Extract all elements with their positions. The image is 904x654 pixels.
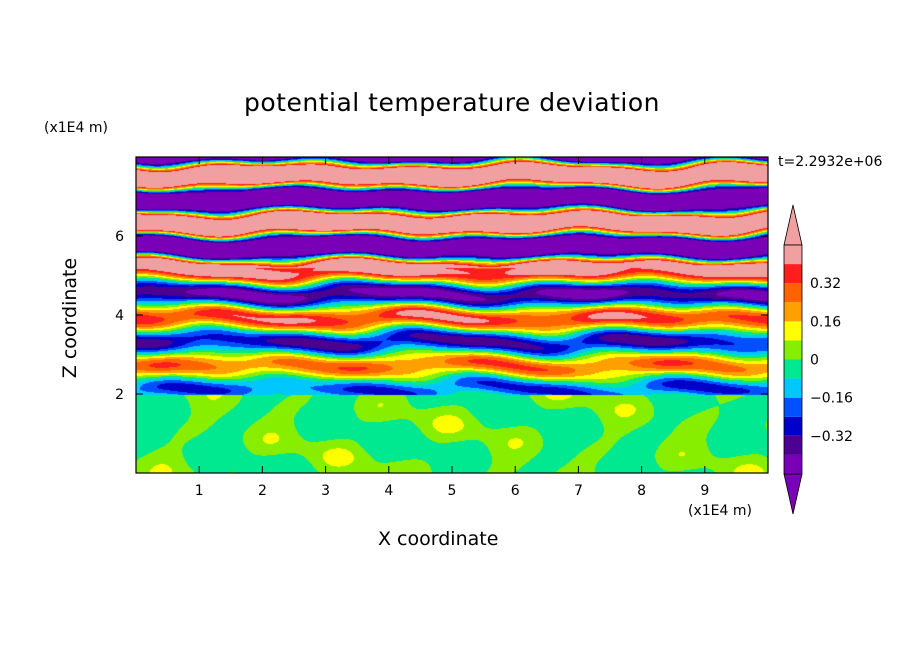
colorbar-segment xyxy=(784,283,802,303)
colorbar-segment xyxy=(784,359,802,379)
colorbar-segment xyxy=(784,264,802,284)
colorbar-frame xyxy=(783,244,803,475)
x-tick-label: 8 xyxy=(637,483,646,499)
x-tick-label: 5 xyxy=(448,483,457,499)
x-tick-label: 1 xyxy=(195,483,204,499)
x-tick-label: 6 xyxy=(511,483,520,499)
x-tick-label: 3 xyxy=(321,483,330,499)
colorbar-label: 0.32 xyxy=(810,276,841,292)
colorbar-label: −0.32 xyxy=(810,429,853,445)
z-axis-unit: (x1E4 m) xyxy=(44,120,108,136)
colorbar-segment xyxy=(784,416,802,436)
colorbar-segment xyxy=(784,435,802,455)
y-axis-label: Z coordinate xyxy=(59,257,81,379)
x-axis-label: X coordinate xyxy=(378,528,499,550)
colorbar-segment xyxy=(784,378,802,398)
colorbar-segment xyxy=(784,245,802,265)
time-stamp: t=2.2932e+06 xyxy=(778,154,883,170)
x-tick-label: 9 xyxy=(700,483,709,499)
x-tick-label: 2 xyxy=(258,483,267,499)
x-axis-unit: (x1E4 m) xyxy=(688,503,752,519)
chart-title: potential temperature deviation xyxy=(244,88,660,117)
colorbar-segment xyxy=(784,321,802,341)
colorbar-segment xyxy=(784,397,802,417)
colorbar-max-arrow xyxy=(783,204,803,246)
x-tick-label: 7 xyxy=(574,483,583,499)
colorbar-segment xyxy=(784,302,802,322)
colorbar-segment xyxy=(784,340,802,360)
y-tick-label: 4 xyxy=(115,308,124,324)
y-tick-label: 2 xyxy=(115,387,124,403)
colorbar-label: 0.16 xyxy=(810,314,841,330)
colorbar-label: −0.16 xyxy=(810,391,853,407)
colorbar-segment xyxy=(784,454,802,474)
x-tick-label: 4 xyxy=(384,483,393,499)
contour-field xyxy=(136,157,768,473)
colorbar-label: 0 xyxy=(810,353,819,369)
y-tick-label: 6 xyxy=(115,229,124,245)
colorbar-min-arrow xyxy=(783,473,803,515)
